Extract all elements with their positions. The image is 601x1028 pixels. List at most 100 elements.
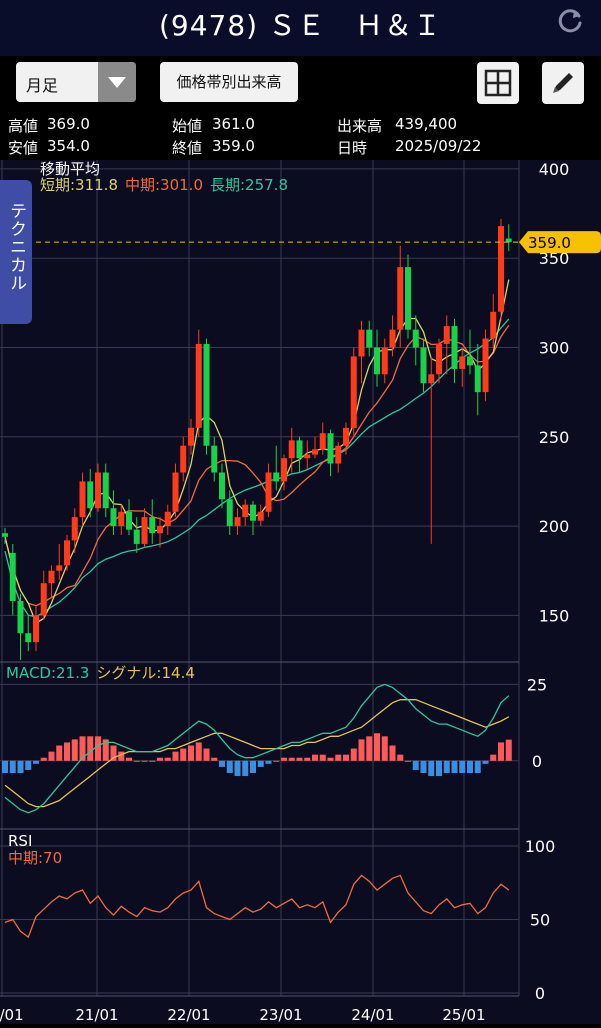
macd-histogram-bar [87, 736, 94, 761]
x-tick-label: 22/01 [167, 1006, 210, 1024]
macd-histogram-bar [459, 760, 466, 773]
candle-body [374, 347, 380, 375]
y-tick-label: 0 [532, 752, 542, 771]
rsi-title: RSI [8, 832, 32, 850]
macd-histogram-bar [474, 760, 481, 773]
candle-body [397, 267, 404, 330]
macd-histogram-bar [358, 739, 365, 761]
period-select-value: 月足 [26, 76, 59, 95]
price-volume-button[interactable]: 価格帯別出来高 [160, 62, 298, 102]
macd-histogram-bar [374, 733, 380, 761]
macd-histogram-bar [250, 760, 256, 773]
sma-long-line [4, 318, 510, 618]
candle-body [149, 517, 156, 534]
refresh-icon[interactable] [555, 6, 585, 36]
candle-body [242, 504, 249, 518]
macd-histogram-bar [25, 760, 32, 770]
chart-svg[interactable]: 20/0121/0122/0123/0124/0125/011502002503… [0, 160, 601, 1024]
macd-histogram-bar [467, 760, 473, 773]
candle-body [188, 427, 194, 446]
candle-body [219, 472, 225, 500]
low-label: 安値 [8, 139, 39, 157]
x-tick-label: 21/01 [75, 1006, 118, 1024]
chevron-down-icon[interactable] [98, 62, 136, 102]
macd-legend-item: MACD:21.3 [6, 664, 89, 682]
macd-histogram-bar [141, 760, 148, 762]
pencil-icon[interactable] [542, 62, 584, 104]
candle-body [304, 454, 311, 459]
macd-histogram-bar [257, 760, 264, 767]
macd-histogram-bar [133, 760, 140, 762]
candle-body [250, 504, 256, 521]
macd-histogram-bar [335, 754, 342, 761]
x-tick-label: 23/01 [259, 1006, 302, 1024]
y-tick-label: 300 [539, 339, 570, 358]
technical-tab-label: テクニカル [6, 202, 26, 292]
macd-histogram-bar [498, 742, 504, 761]
x-tick-label: 24/01 [351, 1006, 394, 1024]
candle-body [505, 238, 512, 243]
macd-histogram-bar [95, 736, 101, 761]
candle-body [118, 511, 125, 527]
sma-mid-line [4, 324, 510, 607]
candle-body [56, 565, 63, 571]
candle-body [102, 472, 109, 509]
candle-body [451, 326, 458, 369]
candle-body [172, 472, 179, 512]
macd-legend-item: シグナル:14.4 [96, 664, 194, 682]
macd-histogram-bar [9, 760, 16, 773]
macd-histogram-bar [312, 754, 318, 761]
macd-histogram-bar [211, 757, 218, 761]
chart-area[interactable]: 20/0121/0122/0123/0124/0125/011502002503… [0, 160, 601, 1024]
macd-histogram-bar [366, 736, 373, 761]
macd-histogram-bar [327, 757, 334, 761]
volume-value: 439,400 [395, 115, 458, 133]
candle-body [436, 343, 442, 375]
candle-body [17, 601, 24, 634]
candle-body [48, 570, 55, 584]
macd-histogram-bar [265, 760, 272, 764]
y-tick-label: 50 [530, 911, 550, 930]
date-value: 2025/09/22 [395, 137, 482, 155]
macd-histogram-bar [149, 760, 156, 762]
macd-histogram-bar [203, 748, 210, 761]
macd-histogram-bar [172, 751, 179, 761]
macd-histogram-bar [40, 757, 47, 761]
candle-body [203, 343, 210, 446]
candle-body [64, 540, 70, 566]
macd-histogram-bar [126, 757, 132, 761]
macd-histogram-bar [319, 754, 326, 761]
macd-histogram-bar [381, 736, 388, 761]
macd-histogram-bar [397, 754, 404, 761]
candle-body [443, 326, 450, 344]
candle-body [405, 267, 411, 330]
macd-histogram-bar [17, 760, 24, 773]
candle-body [428, 374, 435, 384]
grid-icon[interactable] [477, 62, 519, 104]
current-price-badge [519, 231, 601, 254]
y-tick-label: 350 [539, 249, 570, 268]
macd-histogram-bar [412, 760, 419, 770]
candle-body [141, 517, 148, 544]
macd-histogram-bar [428, 760, 435, 777]
candle-body [126, 511, 132, 530]
ma-legend-item: 短期:311.8 [40, 176, 118, 194]
candle-body [9, 552, 16, 602]
ma-title: 移動平均 [40, 160, 100, 178]
technical-tab[interactable]: テクニカル [0, 180, 32, 324]
candle-body [265, 472, 272, 512]
candle-body [319, 433, 326, 450]
macd-histogram-bar [505, 739, 512, 761]
current-price-label: 359.0 [528, 234, 571, 252]
y-tick-label: 400 [539, 160, 570, 179]
y-tick-label: 100 [525, 837, 556, 856]
period-select[interactable]: 月足 [16, 62, 136, 102]
close-value: 359.0 [212, 137, 255, 155]
macd-histogram-bar [343, 754, 349, 761]
candle-body [273, 472, 280, 482]
candle-body [366, 329, 373, 348]
candle-body [343, 427, 349, 446]
candle-body [335, 445, 342, 464]
macd-histogram-bar [226, 760, 233, 773]
candle-body [327, 433, 334, 464]
